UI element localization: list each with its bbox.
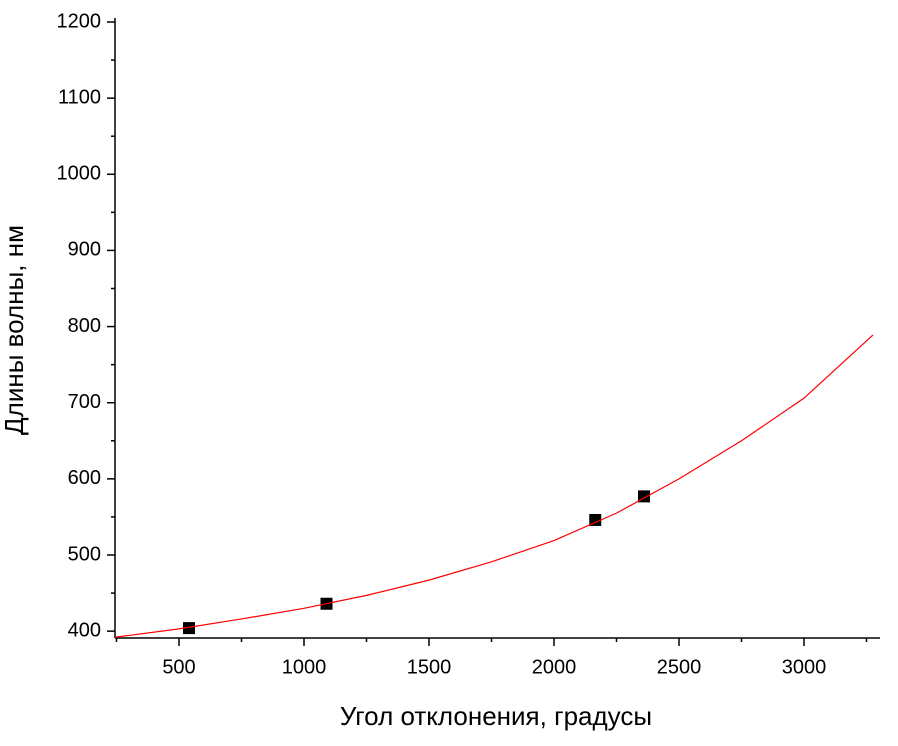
point — [183, 622, 195, 635]
x-tick-label: 1000 — [282, 656, 327, 678]
y-axis-title: Длины волны, нм — [0, 225, 29, 435]
x-tick-label: 2000 — [532, 656, 577, 678]
x-tick-label: 500 — [162, 656, 195, 678]
y-tick-label: 800 — [68, 315, 101, 337]
y-tick-label: 700 — [68, 391, 101, 413]
point — [589, 513, 602, 526]
y-tick-label: 1100 — [58, 86, 101, 108]
y-tick-label: 900 — [68, 239, 101, 261]
x-tick-label: 1500 — [407, 656, 452, 678]
y-tick-label: 500 — [68, 543, 101, 565]
fit-line — [114, 334, 874, 638]
y-tick-label: 600 — [68, 467, 101, 489]
x-axis-title: Угол отклонения, градусы — [340, 701, 652, 731]
x-tick-label: 3000 — [782, 656, 827, 678]
y-tick-label: 1000 — [57, 163, 102, 185]
y-tick-label: 1200 — [57, 10, 102, 32]
x-tick-label: 2500 — [657, 656, 702, 678]
y-tick-label: 400 — [68, 619, 101, 641]
